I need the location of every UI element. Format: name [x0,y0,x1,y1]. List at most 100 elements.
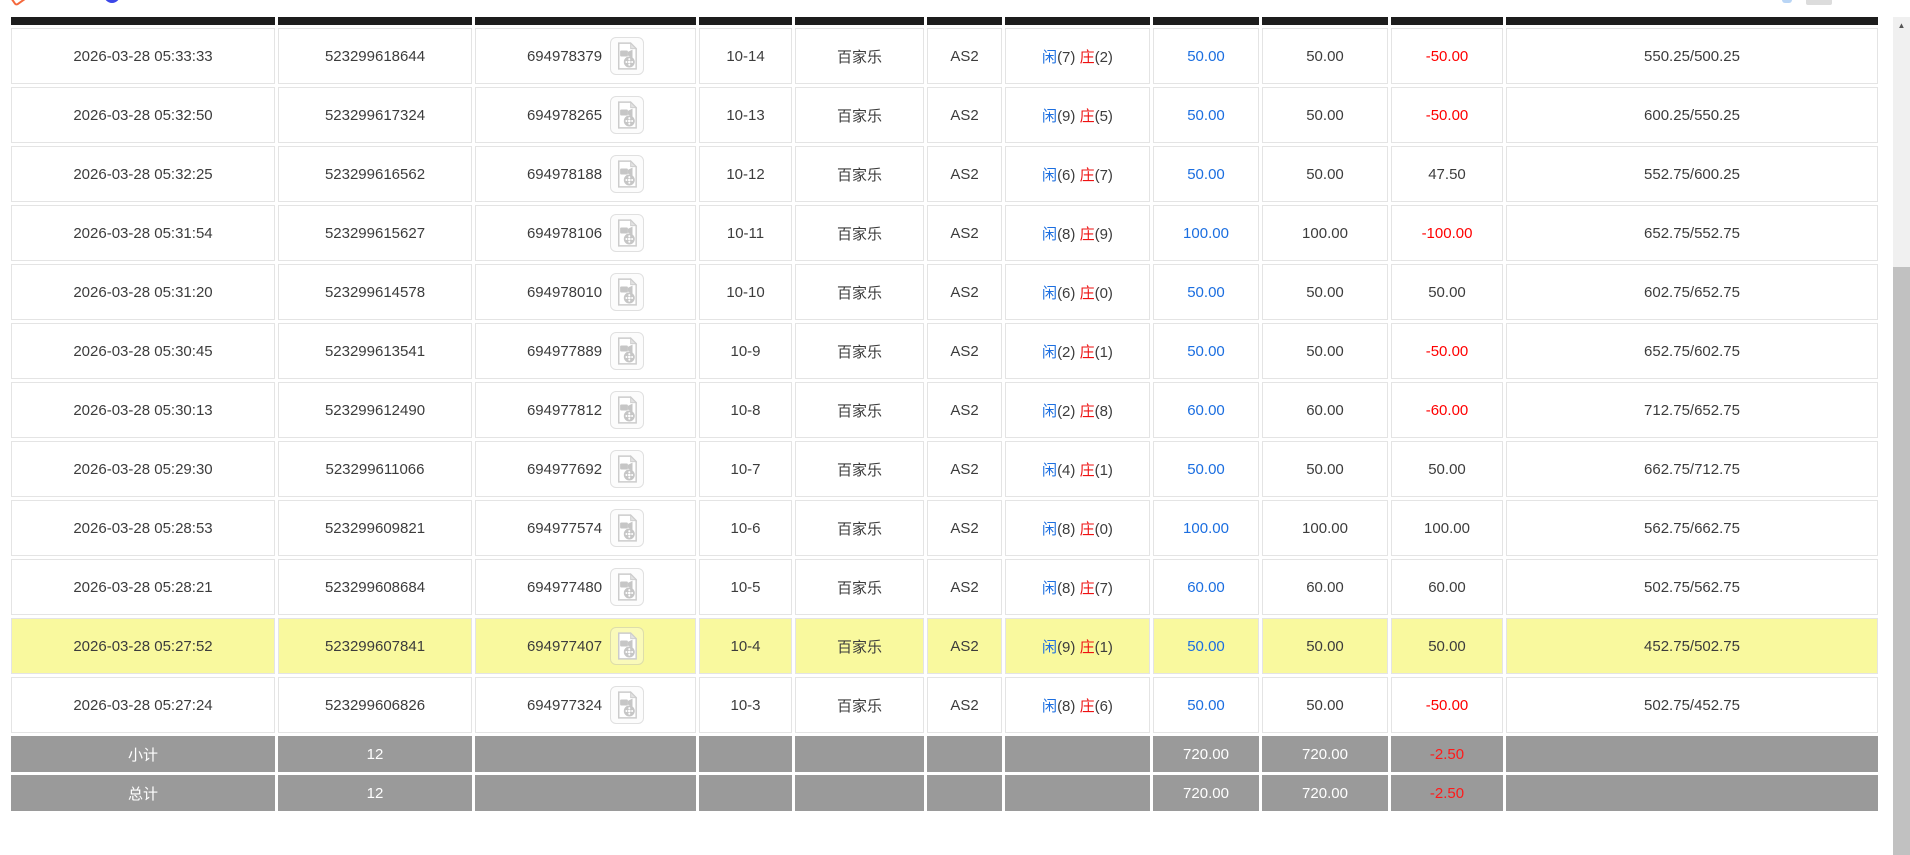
cell-result: 闲(8) 庄(6) [1005,677,1150,733]
table-row[interactable]: 2026-03-28 05:31:20 523299614578 6949780… [11,264,1878,320]
video-replay-button[interactable] [610,273,645,311]
video-replay-button[interactable] [610,450,645,488]
cell-win-loss: 100.00 [1391,500,1503,556]
header-cell [1391,17,1503,25]
table-row[interactable]: 2026-03-28 05:32:25 523299616562 6949781… [11,146,1878,202]
cell-balance: 712.75/652.75 [1506,382,1878,438]
table-row[interactable]: 2026-03-28 05:28:21 523299608684 6949774… [11,559,1878,615]
header-cell [278,17,472,25]
table-row[interactable]: 2026-03-28 05:27:52 523299607841 6949774… [11,618,1878,674]
vertical-scrollbar[interactable]: ▲ [1893,17,1910,855]
cell-result: 闲(2) 庄(1) [1005,323,1150,379]
subtotal-win-loss: -2.50 [1391,736,1503,772]
banker-result-points: (0) [1094,284,1113,302]
cell-balance: 652.75/552.75 [1506,205,1878,261]
cell-bet-amount: 50.00 [1153,28,1259,84]
cell-game-type: 百家乐 [795,559,924,615]
cell-balance: 502.75/562.75 [1506,559,1878,615]
cell-time: 2026-03-28 05:31:54 [11,205,275,261]
game-id-text: 694977889 [526,342,603,360]
video-replay-button[interactable] [610,37,645,75]
cell-game-type: 百家乐 [795,264,924,320]
cell-bet-amount: 50.00 [1153,87,1259,143]
game-id-text: 694977480 [526,578,603,596]
cell-game-id: 694978379 [475,28,696,84]
empty-cell [795,775,924,811]
game-id-text: 694977324 [526,696,603,714]
empty-cell [927,775,1002,811]
cell-game-id: 694977407 [475,618,696,674]
cell-game-type: 百家乐 [795,382,924,438]
table-row[interactable]: 2026-03-28 05:30:45 523299613541 6949778… [11,323,1878,379]
cell-bet-amount: 60.00 [1153,559,1259,615]
video-file-icon [618,278,638,306]
banker-result-label: 庄 [1079,402,1095,420]
banker-result-label: 庄 [1079,461,1095,479]
video-replay-button[interactable] [610,155,645,193]
cell-win-loss: -60.00 [1391,382,1503,438]
video-replay-button[interactable] [610,391,645,429]
cell-bet-id: 523299616562 [278,146,472,202]
table-row[interactable]: 2026-03-28 05:31:54 523299615627 6949781… [11,205,1878,261]
table-row[interactable]: 2026-03-28 05:32:50 523299617324 6949782… [11,87,1878,143]
banker-result-points: (7) [1094,579,1113,597]
game-id-text: 694977574 [526,519,603,537]
video-replay-button[interactable] [610,568,645,606]
video-replay-button[interactable] [610,214,645,252]
empty-cell [1506,775,1878,811]
cell-win-loss: 50.00 [1391,441,1503,497]
cell-bet-amount: 50.00 [1153,441,1259,497]
header-cell [927,17,1002,25]
table-row[interactable]: 2026-03-28 05:33:33 523299618644 6949783… [11,28,1878,84]
banker-result-label: 庄 [1079,225,1095,243]
cell-game-id: 694978188 [475,146,696,202]
cell-game-id: 694977812 [475,382,696,438]
video-replay-button[interactable] [610,627,645,665]
table-row[interactable]: 2026-03-28 05:30:13 523299612490 6949778… [11,382,1878,438]
video-replay-button[interactable] [610,509,645,547]
header-cell [1262,17,1388,25]
cell-table: AS2 [927,205,1002,261]
clipped-gray-button[interactable] [1806,0,1832,5]
cell-game-id: 694977889 [475,323,696,379]
cell-time: 2026-03-28 05:30:13 [11,382,275,438]
subtotal-label: 小计 [11,736,275,772]
cell-result: 闲(4) 庄(1) [1005,441,1150,497]
video-file-icon [618,691,638,719]
banker-result-points: (5) [1094,107,1113,125]
table-row[interactable]: 2026-03-28 05:29:30 523299611066 6949776… [11,441,1878,497]
scrollbar-thumb[interactable] [1893,267,1910,855]
cell-bet-id: 523299612490 [278,382,472,438]
clipped-blue-icon[interactable] [102,0,124,5]
video-replay-button[interactable] [610,686,645,724]
banker-result-points: (7) [1094,166,1113,184]
cell-table: AS2 [927,677,1002,733]
cell-game-type: 百家乐 [795,500,924,556]
cell-valid-amount: 50.00 [1262,677,1388,733]
cell-table: AS2 [927,559,1002,615]
header-cell [795,17,924,25]
empty-cell [927,736,1002,772]
total-bet: 720.00 [1153,775,1259,811]
video-replay-button[interactable] [610,96,645,134]
cell-bet-amount: 50.00 [1153,323,1259,379]
cell-bet-amount: 60.00 [1153,382,1259,438]
header-cell [475,17,696,25]
table-row[interactable]: 2026-03-28 05:27:24 523299606826 6949773… [11,677,1878,733]
table-row[interactable]: 2026-03-28 05:28:53 523299609821 6949775… [11,500,1878,556]
cell-round: 10-11 [699,205,792,261]
cell-bet-amount: 50.00 [1153,146,1259,202]
cell-bet-id: 523299607841 [278,618,472,674]
subtotal-count: 12 [278,736,472,772]
cell-result: 闲(8) 庄(0) [1005,500,1150,556]
subtotal-bet: 720.00 [1153,736,1259,772]
game-id-text: 694978379 [526,47,603,65]
cell-table: AS2 [927,28,1002,84]
scrollbar-up-arrow-icon[interactable]: ▲ [1893,17,1910,35]
cell-game-id: 694977324 [475,677,696,733]
video-file-icon [618,160,638,188]
cell-bet-id: 523299615627 [278,205,472,261]
video-replay-button[interactable] [610,332,645,370]
clipped-orange-icon[interactable] [8,0,28,6]
player-result-label: 闲 [1042,520,1058,538]
